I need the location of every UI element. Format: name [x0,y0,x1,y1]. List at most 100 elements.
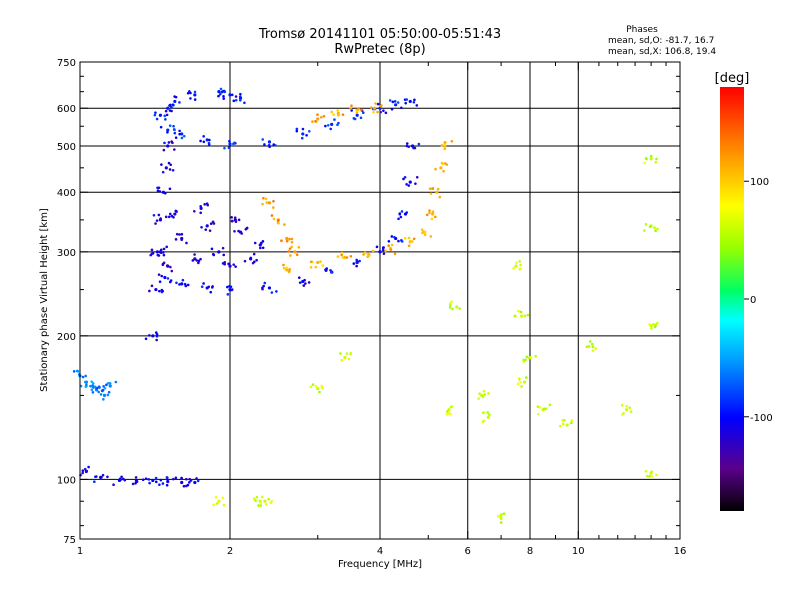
data-point [405,211,409,214]
data-point [270,291,274,294]
data-point [336,123,339,127]
data-point [337,113,340,117]
data-point [428,211,431,215]
data-point [263,143,266,146]
data-point [285,268,289,272]
data-point [186,283,190,287]
data-point [261,246,265,250]
data-point [168,212,172,216]
data-point [100,389,104,392]
data-point [514,264,518,268]
data-point [134,476,138,479]
data-point [519,380,522,384]
data-point [252,252,256,256]
data-point [487,392,490,395]
data-point [653,226,656,230]
data-point [173,128,176,132]
data-point [173,148,176,151]
x-axis-label: Frequency [MHz] [338,559,422,570]
data-point [171,168,175,172]
data-point [205,138,209,142]
data-point [591,345,595,349]
data-point [336,109,340,112]
data-point [324,124,327,128]
data-point [381,248,385,252]
data-point [170,140,173,143]
data-point [175,232,179,236]
data-point [180,136,184,140]
data-point [95,386,99,390]
data-point [415,175,419,179]
data-point [217,90,221,94]
data-point [408,180,412,184]
data-point [106,381,110,385]
data-point [226,293,230,296]
data-point [199,211,202,215]
data-point [87,465,90,469]
data-point [159,217,162,220]
data-point [520,314,524,318]
data-point [272,143,276,146]
data-point [443,147,447,151]
data-point [290,237,294,241]
data-point [253,241,257,245]
data-point [628,406,632,410]
data-point [268,145,271,149]
data-point [173,212,177,216]
data-point [656,321,659,325]
data-point [159,251,163,255]
data-point [227,146,231,150]
data-point [221,262,225,265]
data-point [295,129,299,133]
data-point [100,475,103,479]
data-point [293,250,297,254]
data-point [443,141,447,144]
data-point [590,342,594,346]
data-point [234,98,238,102]
data-point [81,471,84,475]
data-point [321,264,325,267]
data-point [94,475,98,478]
data-point [267,497,270,501]
data-point [204,228,208,231]
data-point [643,229,646,232]
data-point [316,113,319,116]
data-point [151,334,155,338]
data-point [186,483,190,487]
trace [261,196,301,257]
data-point [524,358,527,362]
data-point [259,246,262,250]
data-point [349,254,353,258]
stats-line-o: mean, sd,O: -81.7, 16.7 [608,36,714,46]
data-point [570,419,574,422]
data-point [199,204,202,208]
data-point [108,384,112,388]
data-point [238,99,242,102]
data-point [399,215,403,219]
data-point [350,104,353,108]
data-point [397,239,400,243]
data-point [305,133,308,137]
data-point [329,268,332,272]
data-point [379,104,383,108]
data-point [259,241,263,245]
x-tick-label: 8 [527,546,533,557]
y-tick-label: 75 [63,535,76,546]
data-point [167,141,171,144]
data-point [309,385,313,389]
data-point [166,476,169,480]
data-point [207,285,211,289]
data-point [403,175,407,179]
data-point [648,475,651,478]
y-axis-label: Stationary phase Virtual Height [km] [39,208,50,392]
data-point [537,412,540,416]
data-point [234,220,238,223]
data-point [275,290,278,293]
y-axis-ticks: 75 100 200 300 400 500 600 750 [57,58,680,546]
data-point [172,124,175,128]
data-point [536,405,540,409]
data-point [102,393,107,398]
data-point [587,344,591,349]
data-point [389,248,393,251]
